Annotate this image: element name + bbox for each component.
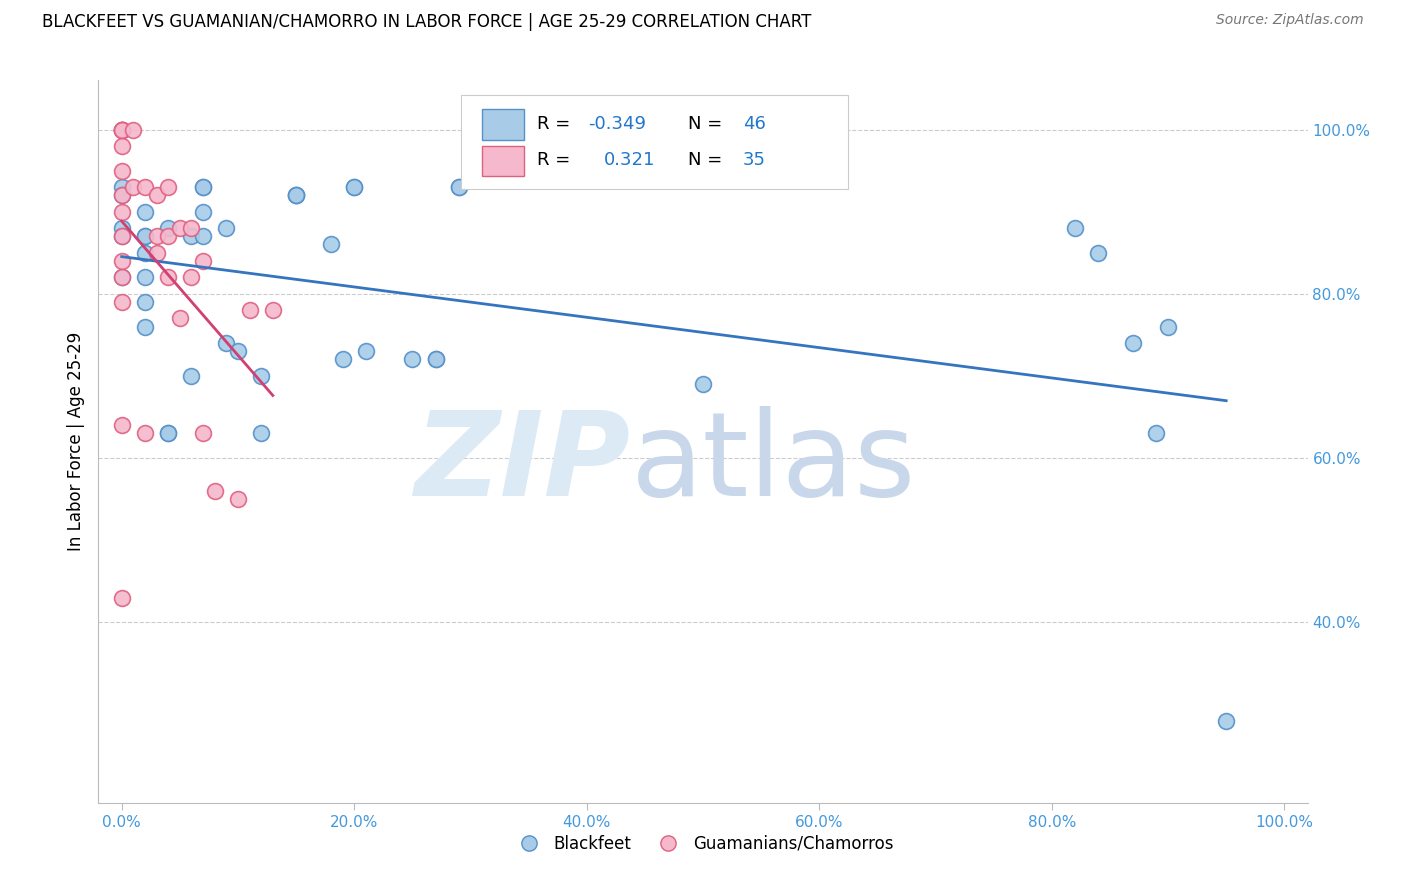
Point bbox=[157, 426, 180, 441]
Point bbox=[226, 344, 249, 359]
Point bbox=[157, 426, 180, 441]
Point bbox=[111, 229, 134, 244]
Text: R =: R = bbox=[537, 115, 576, 133]
Point bbox=[111, 180, 134, 194]
Point bbox=[354, 344, 377, 359]
Point bbox=[134, 204, 156, 219]
Point bbox=[111, 139, 134, 153]
Point bbox=[134, 295, 156, 310]
Point bbox=[343, 180, 366, 194]
Point bbox=[191, 253, 214, 268]
Text: 35: 35 bbox=[742, 152, 766, 169]
Point bbox=[134, 229, 156, 244]
Point bbox=[111, 122, 134, 136]
Y-axis label: In Labor Force | Age 25-29: In Labor Force | Age 25-29 bbox=[66, 332, 84, 551]
Point bbox=[111, 229, 134, 244]
Point bbox=[111, 253, 134, 268]
Point bbox=[239, 303, 262, 318]
Point bbox=[319, 237, 342, 252]
Point bbox=[157, 229, 180, 244]
Point bbox=[191, 229, 214, 244]
Point bbox=[1144, 426, 1167, 441]
Point bbox=[343, 180, 366, 194]
Point bbox=[250, 368, 273, 383]
Point bbox=[145, 229, 167, 244]
Point bbox=[111, 163, 134, 178]
Point bbox=[180, 368, 202, 383]
Point bbox=[1064, 221, 1087, 235]
Point bbox=[111, 591, 134, 605]
FancyBboxPatch shape bbox=[461, 95, 848, 189]
Point bbox=[145, 245, 167, 260]
Point bbox=[285, 188, 308, 202]
Point bbox=[180, 221, 202, 235]
Point bbox=[157, 180, 180, 194]
Point bbox=[134, 319, 156, 334]
Point bbox=[134, 229, 156, 244]
Point bbox=[250, 426, 273, 441]
Point bbox=[692, 377, 714, 392]
Point bbox=[1157, 319, 1180, 334]
Text: Source: ZipAtlas.com: Source: ZipAtlas.com bbox=[1216, 13, 1364, 28]
Point bbox=[1122, 336, 1144, 351]
Point bbox=[262, 303, 284, 318]
Text: 0.321: 0.321 bbox=[603, 152, 655, 169]
Point bbox=[157, 270, 180, 285]
FancyBboxPatch shape bbox=[482, 146, 524, 177]
Point bbox=[425, 352, 447, 367]
Point bbox=[169, 221, 191, 235]
Text: R =: R = bbox=[537, 152, 576, 169]
Text: ZIP: ZIP bbox=[415, 406, 630, 521]
Point bbox=[111, 122, 134, 136]
Point bbox=[447, 180, 470, 194]
Legend: Blackfeet, Guamanians/Chamorros: Blackfeet, Guamanians/Chamorros bbox=[506, 828, 900, 860]
Point bbox=[111, 295, 134, 310]
Point bbox=[215, 221, 238, 235]
Point bbox=[285, 188, 308, 202]
Text: -0.349: -0.349 bbox=[588, 115, 647, 133]
Point bbox=[111, 221, 134, 235]
Text: N =: N = bbox=[689, 152, 728, 169]
Point bbox=[111, 270, 134, 285]
Text: atlas: atlas bbox=[630, 406, 915, 521]
Point bbox=[111, 270, 134, 285]
Point bbox=[122, 180, 145, 194]
Point bbox=[191, 426, 214, 441]
Text: N =: N = bbox=[689, 115, 728, 133]
Text: 46: 46 bbox=[742, 115, 766, 133]
Point bbox=[191, 180, 214, 194]
Point bbox=[191, 204, 214, 219]
Point bbox=[226, 491, 249, 506]
Point bbox=[191, 180, 214, 194]
FancyBboxPatch shape bbox=[482, 109, 524, 139]
Point bbox=[1215, 714, 1237, 728]
Point bbox=[111, 122, 134, 136]
Point bbox=[111, 204, 134, 219]
Point bbox=[447, 180, 470, 194]
Point bbox=[215, 336, 238, 351]
Point bbox=[285, 188, 308, 202]
Point bbox=[1087, 245, 1109, 260]
Point bbox=[204, 483, 226, 498]
Point bbox=[134, 180, 156, 194]
Point bbox=[157, 221, 180, 235]
Point bbox=[401, 352, 423, 367]
Point bbox=[134, 426, 156, 441]
Point bbox=[145, 188, 167, 202]
Point bbox=[111, 122, 134, 136]
Point bbox=[169, 311, 191, 326]
Point bbox=[425, 352, 447, 367]
Point bbox=[134, 270, 156, 285]
Point bbox=[134, 245, 156, 260]
Point bbox=[180, 270, 202, 285]
Point bbox=[111, 122, 134, 136]
Point bbox=[122, 122, 145, 136]
Point bbox=[111, 418, 134, 433]
Point bbox=[111, 188, 134, 202]
Point bbox=[180, 229, 202, 244]
Point bbox=[111, 188, 134, 202]
Point bbox=[332, 352, 354, 367]
Text: BLACKFEET VS GUAMANIAN/CHAMORRO IN LABOR FORCE | AGE 25-29 CORRELATION CHART: BLACKFEET VS GUAMANIAN/CHAMORRO IN LABOR… bbox=[42, 13, 811, 31]
